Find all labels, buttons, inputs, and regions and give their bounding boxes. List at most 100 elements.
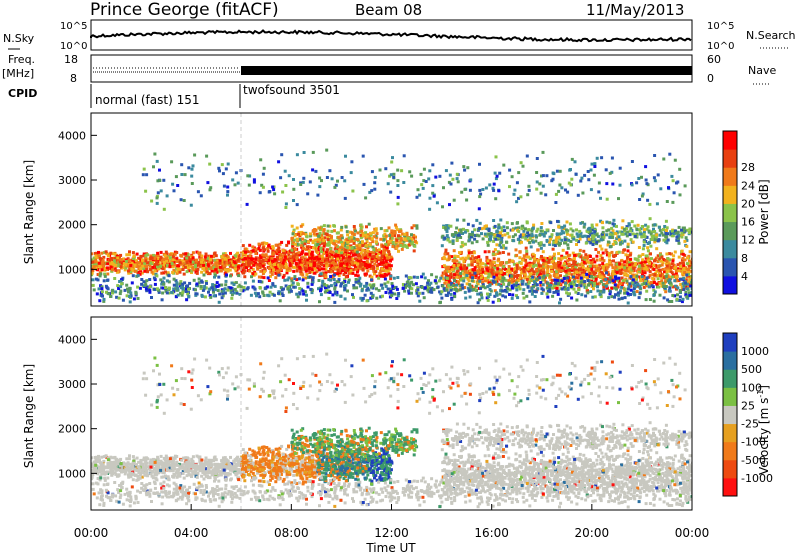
power-cell: [554, 266, 558, 270]
power-cell: [486, 292, 489, 296]
power-cell: [258, 295, 262, 299]
power-cell: [342, 273, 346, 276]
power-cell: [668, 258, 672, 262]
power-cell: [342, 267, 346, 271]
power-cell: [445, 274, 449, 278]
power-cell: [586, 279, 590, 282]
power-cell: [541, 278, 545, 282]
power-cell: [499, 236, 503, 240]
power-cell: [552, 243, 555, 247]
power-cell: [615, 270, 619, 274]
power-cell: [106, 272, 110, 276]
power-cell: [644, 223, 648, 227]
power-cell: [100, 268, 104, 272]
power-cell: [514, 248, 518, 252]
power-cell: [544, 265, 548, 269]
power-cell: [607, 254, 611, 258]
power-cell: [358, 266, 362, 270]
power-cell: [385, 265, 388, 269]
power-cell: [453, 233, 457, 237]
power-cell: [254, 272, 258, 276]
power-cell: [498, 274, 502, 278]
power-cell: [578, 248, 582, 252]
power-cell: [311, 280, 315, 284]
power-cell: [581, 280, 585, 284]
nave-axis-top: 60: [707, 53, 721, 66]
power-cell: [617, 238, 621, 242]
power-cell: [476, 282, 480, 286]
power-cell: [533, 257, 537, 261]
power-cell: [592, 270, 595, 274]
power-cell: [161, 259, 164, 263]
power-cell: [247, 261, 251, 265]
power-cell: [531, 227, 535, 231]
power-cell: [635, 232, 639, 236]
power-cell: [656, 260, 660, 263]
power-cell: [459, 274, 462, 278]
power-cell: [681, 297, 685, 301]
power-cell: [540, 255, 543, 258]
power-cell: [562, 231, 565, 235]
power-cell: [557, 257, 561, 261]
power-cell: [165, 252, 169, 256]
power-cell: [675, 238, 679, 242]
power-cell: [228, 268, 232, 272]
power-cell: [687, 291, 691, 295]
power-cell: [450, 255, 454, 259]
power-cell: [562, 261, 566, 265]
power-cell: [124, 266, 128, 270]
power-cell: [690, 287, 692, 291]
power-cell: [661, 281, 665, 285]
power-cell: [125, 294, 129, 298]
power-cell: [661, 272, 664, 276]
power-cell: [414, 240, 417, 244]
nsearch-axis-bottom: 10^0: [707, 41, 734, 52]
power-cell: [445, 228, 449, 232]
power-cell: [301, 237, 305, 241]
power-cell: [350, 250, 354, 254]
power-cell: [588, 264, 592, 268]
power-cell: [573, 262, 577, 266]
power-cell: [688, 261, 692, 265]
power-cell: [410, 233, 413, 237]
power-cell: [500, 238, 504, 242]
power-cell: [532, 264, 536, 268]
power-cell: [445, 234, 449, 238]
power-cell: [541, 256, 545, 260]
power-cell: [161, 291, 165, 295]
power-cell: [589, 290, 593, 293]
power-cell: [390, 257, 394, 261]
power-cell: [364, 231, 368, 235]
power-cell: [303, 290, 307, 294]
power-cell: [175, 284, 179, 287]
power-cell: [153, 269, 157, 273]
power-cell: [568, 222, 572, 226]
power-cell: [559, 274, 562, 278]
power-cell: [442, 264, 446, 268]
power-cell: [582, 260, 586, 264]
power-cell: [387, 226, 391, 230]
power-cell: [663, 270, 666, 274]
power-cell: [211, 264, 215, 268]
power-cell: [316, 237, 320, 241]
power-cell: [536, 272, 539, 276]
power-cell: [401, 283, 405, 286]
power-cell: [622, 227, 626, 231]
power-cell: [132, 257, 135, 261]
power-cell: [123, 268, 127, 272]
power-cell: [143, 262, 146, 266]
power-cell: [617, 271, 621, 275]
power-cell: [372, 248, 376, 251]
power-cell: [620, 265, 624, 269]
power-cell: [248, 269, 252, 273]
power-cell: [92, 267, 96, 270]
power-cell: [279, 252, 283, 256]
power-cell: [379, 269, 383, 273]
power-cell: [128, 300, 132, 304]
power-cell: [138, 272, 142, 276]
power-cell: [508, 268, 511, 272]
power-cell: [514, 270, 518, 274]
power-cell: [227, 286, 231, 289]
power-cell: [618, 269, 622, 273]
power-cell: [377, 248, 381, 252]
